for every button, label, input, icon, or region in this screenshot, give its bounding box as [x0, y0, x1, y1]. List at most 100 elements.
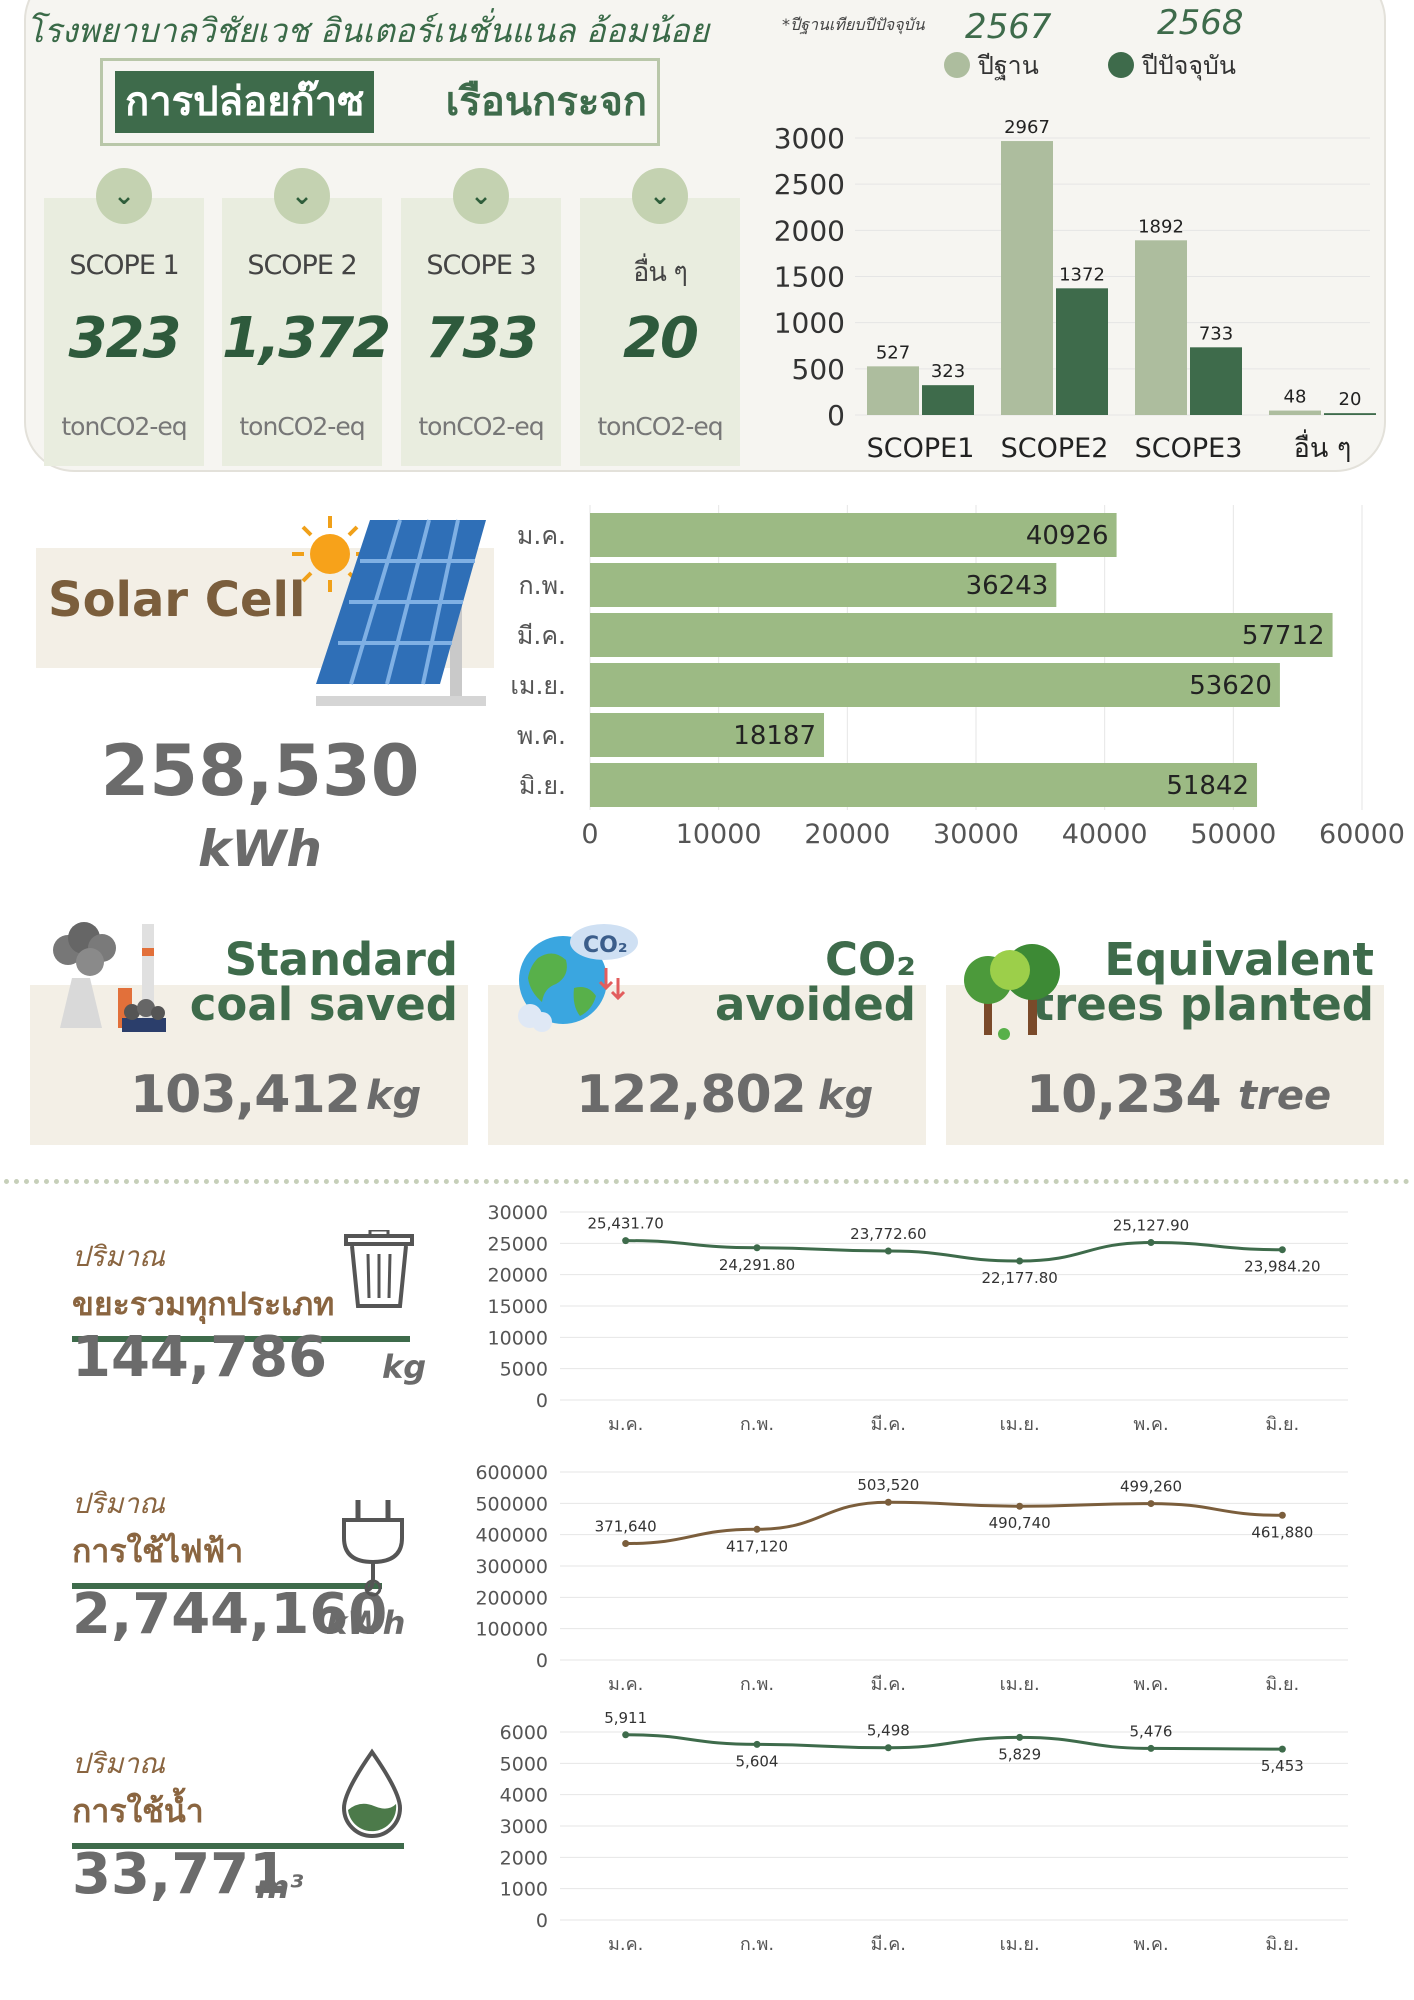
solar-x-tick-label: 60000 — [1319, 819, 1405, 850]
line-data-label: 5,911 — [604, 1710, 647, 1727]
electricity-line-chart: 0 100000 200000 300000 400000 500000 600000 371… — [475, 1462, 1348, 1690]
line-x-tick-label: มี.ค. — [871, 1414, 906, 1430]
line-y-tick-label: 200000 — [475, 1587, 548, 1609]
water-block: ปริมาณ การใช้น้ำ — [72, 1742, 412, 1849]
line-x-tick-label: ม.ค. — [608, 1674, 643, 1690]
scope-name: SCOPE 2 — [247, 250, 357, 281]
electricity-block: ปริมาณ การใช้ไฟฟ้า — [72, 1482, 412, 1589]
coal-saved-unit: kg — [366, 1073, 422, 1119]
ghg-y-tick-label: 2500 — [774, 168, 845, 201]
line-y-tick-label: 5000 — [500, 1753, 548, 1775]
trees-planted-card: Equivalent trees planted 10,234 tree — [946, 937, 1384, 1145]
scope-name: SCOPE 1 — [69, 250, 179, 281]
line-y-tick-label: 400000 — [475, 1525, 548, 1547]
scope-name: อื่น ๆ — [633, 257, 688, 288]
line-point — [622, 1540, 630, 1548]
chevron-down-icon[interactable]: ⌄ — [96, 168, 152, 224]
line-point — [884, 1498, 892, 1506]
line-y-tick-label: 500000 — [475, 1493, 548, 1515]
scope-card-other[interactable]: ⌄ อื่น ๆ 20 tonCO2-eq — [580, 168, 740, 466]
line-series — [625, 1500, 1283, 1546]
solar-bar — [590, 563, 1057, 607]
line-x-tick-label: ม.ค. — [608, 1414, 643, 1430]
line-y-tick-label: 100000 — [475, 1619, 548, 1641]
scope-card-2[interactable]: ⌄ SCOPE 2 1,372 tonCO2-eq — [222, 168, 391, 466]
co2-avoided-card: CO₂ avoided 122,802 kg — [488, 937, 926, 1145]
water-underline — [72, 1843, 404, 1849]
line-x-tick-label: เม.ย. — [1000, 1934, 1040, 1950]
line-data-label: 5,453 — [1261, 1757, 1304, 1775]
solar-bar — [590, 763, 1258, 807]
legend-note: *ปีฐานเทียบปีปัจจุบัน — [782, 15, 926, 35]
line-y-tick-label: 5000 — [500, 1359, 548, 1381]
scope-value: 733 — [425, 306, 539, 371]
line-data-label: 22,177.80 — [981, 1269, 1057, 1287]
line-y-tick-label: 15000 — [488, 1296, 548, 1318]
ghg-y-tick-label: 2000 — [774, 214, 845, 247]
scope-unit: tonCO2-eq — [239, 412, 365, 441]
chevron-down-icon[interactable]: ⌄ — [274, 168, 330, 224]
line-y-tick-label: 300000 — [475, 1556, 548, 1578]
line-x-tick-label: ก.พ. — [740, 1674, 774, 1690]
waste-line-chart: 0 5000 10000 15000 20000 25000 30000 25,431.70 ม… — [488, 1202, 1348, 1430]
line-point — [884, 1744, 892, 1752]
line-data-label: 417,120 — [726, 1537, 788, 1555]
chevron-down-icon[interactable]: ⌄ — [632, 168, 688, 224]
ghg-data-label: 1892 — [1138, 216, 1184, 237]
line-point — [1278, 1745, 1286, 1753]
ghg-x-tick-label: SCOPE1 — [867, 433, 975, 464]
co2-avoided-title-line1: CO₂ — [825, 933, 916, 986]
scope-card-1[interactable]: ⌄ SCOPE 1 323 tonCO2-eq — [44, 168, 204, 466]
line-data-label: 5,498 — [867, 1722, 910, 1740]
line-y-tick-label: 30000 — [488, 1202, 548, 1224]
line-x-tick-label: มิ.ย. — [1265, 1414, 1299, 1430]
ghg-x-tick-label: อื่น ๆ — [1294, 429, 1352, 464]
line-point — [884, 1247, 892, 1255]
line-y-tick-label: 0 — [536, 1910, 548, 1932]
ghg-data-label: 527 — [876, 342, 910, 363]
line-x-tick-label: พ.ค. — [1133, 1674, 1168, 1690]
line-y-tick-label: 0 — [536, 1650, 548, 1672]
water-drop-icon — [341, 1748, 403, 1838]
trees-planted-title-line2: trees planted — [1032, 978, 1374, 1031]
co2-avoided-title-line2: avoided — [715, 978, 916, 1031]
line-data-label: 503,520 — [857, 1476, 919, 1494]
solar-panel-icon — [292, 516, 486, 706]
line-point — [753, 1525, 761, 1533]
hospital-name: โรงพยาบาลวิชัยเวช อินเตอร์เนชั่นแนล อ้อม… — [26, 11, 709, 50]
line-data-label: 499,260 — [1120, 1478, 1182, 1496]
co2-avoided-unit: kg — [818, 1073, 874, 1119]
chevron-down-icon[interactable]: ⌄ — [453, 168, 509, 224]
ghg-y-tick-label: 0 — [827, 399, 845, 432]
svg-text:CO₂: CO₂ — [583, 933, 627, 958]
solar-x-tick-label: 30000 — [933, 819, 1019, 850]
plug-icon — [342, 1500, 404, 1597]
line-data-label: 25,431.70 — [587, 1215, 663, 1233]
scope-value: 323 — [68, 306, 182, 371]
ghg-data-label: 1372 — [1059, 264, 1105, 285]
water-line-chart: 0 1000 2000 3000 4000 5000 6000 5,911 ม.ค. 5,604 ก… — [500, 1710, 1348, 1950]
line-y-tick-label: 4000 — [500, 1785, 548, 1807]
solar-x-tick-label: 0 — [581, 819, 598, 850]
coal-saved-card: Standard coal saved 103,412 kg — [30, 937, 468, 1145]
line-point — [1016, 1733, 1024, 1741]
waste-small-label: ปริมาณ — [72, 1240, 165, 1273]
solar-bar — [590, 713, 825, 757]
solar-unit: kWh — [198, 820, 322, 878]
solar-data-label: 53620 — [1189, 671, 1272, 701]
solar-x-tick-label: 40000 — [1062, 819, 1148, 850]
solar-bar — [590, 513, 1117, 557]
scope-card-3[interactable]: ⌄ SCOPE 3 733 tonCO2-eq — [401, 168, 561, 466]
water-title: การใช้น้ำ — [72, 1792, 204, 1830]
electricity-value: 2,744,160 — [72, 1582, 388, 1647]
line-series — [625, 1239, 1283, 1263]
trees-planted-unit: tree — [1238, 1073, 1332, 1119]
line-x-tick-label: มี.ค. — [871, 1934, 906, 1950]
line-data-label: 25,127.90 — [1113, 1217, 1189, 1235]
line-data-label: 461,880 — [1251, 1523, 1313, 1541]
waste-title: ขยะรวมทุกประเภท — [72, 1285, 335, 1323]
waste-block: ปริมาณ ขยะรวมทุกประเภท — [72, 1235, 412, 1342]
solar-y-tick-label: ก.พ. — [518, 571, 566, 600]
electricity-underline — [72, 1583, 382, 1589]
legend-swatch-base — [944, 52, 970, 78]
